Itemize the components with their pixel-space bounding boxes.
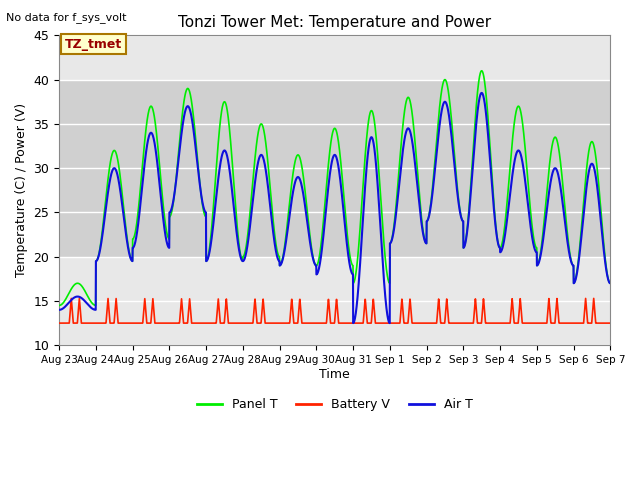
Battery V <box>267 320 275 326</box>
Air T <box>291 182 298 188</box>
Panel T <box>596 192 604 198</box>
Battery V <box>291 320 298 326</box>
Title: Tonzi Tower Met: Temperature and Power: Tonzi Tower Met: Temperature and Power <box>178 15 492 30</box>
Panel T <box>55 302 63 308</box>
Battery V <box>536 320 544 326</box>
Battery V <box>118 320 126 326</box>
Battery V <box>67 296 75 301</box>
Panel T <box>478 68 486 73</box>
Line: Battery V: Battery V <box>59 299 611 323</box>
Battery V <box>55 320 63 326</box>
Air T <box>55 307 63 312</box>
Panel T <box>607 280 614 286</box>
Battery V <box>596 320 604 326</box>
Y-axis label: Temperature (C) / Power (V): Temperature (C) / Power (V) <box>15 103 28 277</box>
Panel T <box>267 188 275 194</box>
Air T <box>596 207 604 213</box>
Line: Panel T: Panel T <box>59 71 611 305</box>
Text: TZ_tmet: TZ_tmet <box>65 38 122 51</box>
Air T <box>478 90 486 96</box>
Battery V <box>607 320 614 326</box>
Battery V <box>151 320 159 326</box>
Text: No data for f_sys_volt: No data for f_sys_volt <box>6 12 127 23</box>
Air T <box>536 253 544 259</box>
Air T <box>607 280 614 286</box>
Panel T <box>151 116 159 122</box>
Panel T <box>118 189 126 195</box>
Bar <box>59 80 611 257</box>
Line: Air T: Air T <box>59 93 611 323</box>
Air T <box>151 141 159 147</box>
Air T <box>267 206 275 212</box>
Air T <box>118 200 126 206</box>
X-axis label: Time: Time <box>319 368 350 381</box>
Air T <box>386 320 394 326</box>
Legend: Panel T, Battery V, Air T: Panel T, Battery V, Air T <box>192 394 477 417</box>
Panel T <box>291 162 298 168</box>
Panel T <box>536 252 544 257</box>
